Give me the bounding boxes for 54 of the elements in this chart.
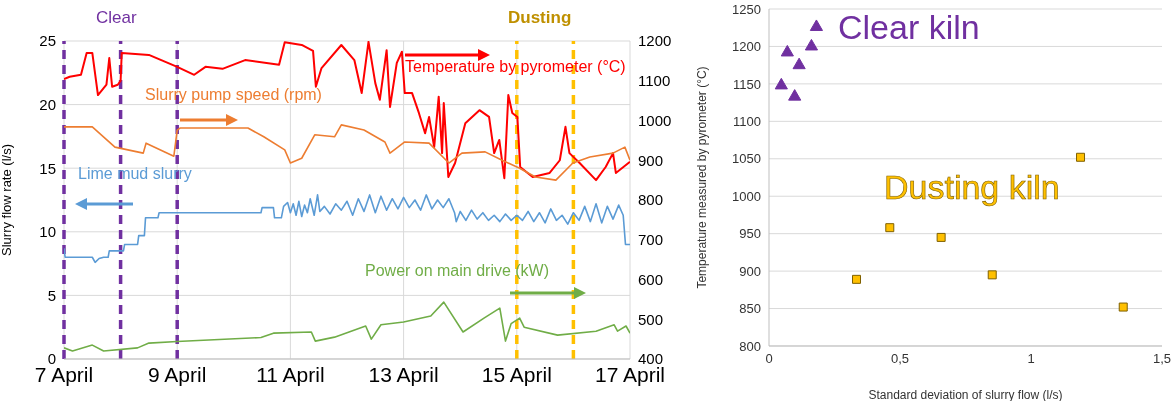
y-tick-label: 5 xyxy=(47,286,56,304)
y2-tick-label: 900 xyxy=(638,151,664,169)
y-tick-label: 1250 xyxy=(732,1,761,17)
y-tick-label: 900 xyxy=(739,263,761,279)
y2-tick-label: 800 xyxy=(638,191,664,209)
point xyxy=(1076,152,1086,162)
y2-tick-label: 1000 xyxy=(638,111,672,129)
y-axis-title: Temperature measured by pyrometer (°C) xyxy=(695,66,710,289)
y-tick-label: 1200 xyxy=(732,39,761,55)
y-tick-label: 20 xyxy=(39,95,56,113)
point xyxy=(936,232,946,242)
x-tick-label: 15 April xyxy=(481,362,552,386)
point xyxy=(774,77,788,90)
y-tick-label: 15 xyxy=(39,159,56,177)
point xyxy=(1118,302,1128,312)
y-tick-label: 850 xyxy=(739,301,761,317)
point xyxy=(804,38,819,51)
y-axis-title: Slurry flow rate (l/s) xyxy=(0,144,14,256)
y2-tick-label: 700 xyxy=(638,231,664,249)
point xyxy=(780,44,794,57)
x-tick-label: 1,5 xyxy=(1152,351,1172,367)
y2-tick-label: 1200 xyxy=(638,32,672,50)
legend-label: Temperature by pyrometer (°C) xyxy=(405,58,626,76)
y2-tick-label: 1100 xyxy=(638,72,671,90)
series-label: Clear kiln xyxy=(838,8,980,47)
y-tick-label: 25 xyxy=(39,32,56,50)
point xyxy=(788,89,802,101)
series-label: Slurry pump speed (rpm) xyxy=(145,86,322,104)
x-tick-label: 0,5 xyxy=(890,351,910,367)
y-tick-label: 1150 xyxy=(733,76,761,92)
point xyxy=(852,274,862,284)
text: Clear xyxy=(96,8,137,28)
y2-tick-label: 600 xyxy=(638,270,664,288)
text: Power on main drive (kW) xyxy=(365,262,550,280)
x-tick-label: 0 xyxy=(765,351,773,367)
y2-tick-label: 400 xyxy=(638,350,664,368)
y-tick-label: 1100 xyxy=(733,113,761,129)
text: Dusting xyxy=(508,8,572,28)
y2-tick-label: 500 xyxy=(638,310,664,328)
y-tick-label: 10 xyxy=(39,223,56,241)
point xyxy=(987,270,997,280)
x-tick-label: 13 April xyxy=(368,362,439,386)
point xyxy=(885,223,895,233)
y-tick-label: 800 xyxy=(739,338,761,354)
y-tick-label: 950 xyxy=(739,226,761,242)
series-label: Dusting kiln xyxy=(884,168,1060,207)
y-tick-label: 1000 xyxy=(732,188,761,204)
point xyxy=(809,19,823,31)
x-axis-title: Standard deviation of slurry flow (l/s) xyxy=(868,388,1063,401)
x-tick-label: 1 xyxy=(1027,351,1035,367)
point xyxy=(792,57,806,70)
x-tick-label: 11 April xyxy=(256,362,325,386)
y-tick-label: 1050 xyxy=(732,151,761,167)
x-tick-label: 9 April xyxy=(148,362,207,386)
